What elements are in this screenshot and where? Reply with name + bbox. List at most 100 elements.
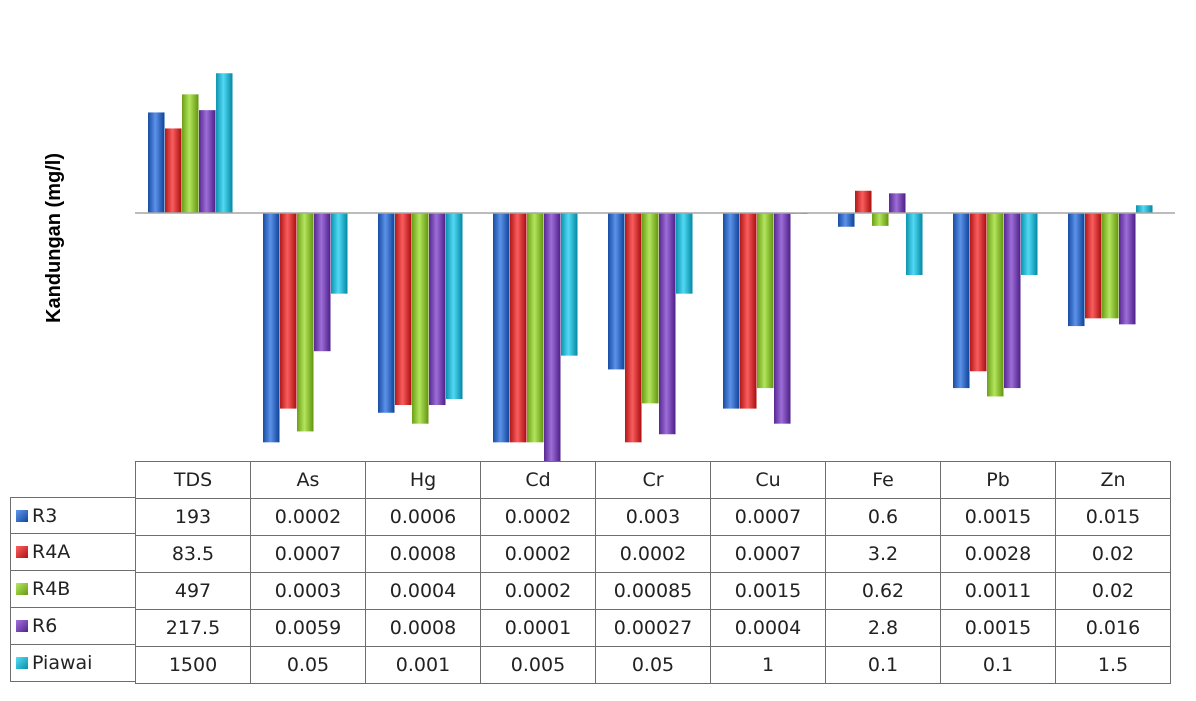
bar-r3-cu — [723, 213, 740, 409]
cell-r4b-cd: 0.0002 — [480, 572, 596, 610]
legend-label: R6 — [32, 615, 58, 637]
cell-r6-pb: 0.0015 — [940, 609, 1056, 647]
cell-r4b-cr: 0.00085 — [595, 572, 711, 610]
cell-r4b-pb: 0.0011 — [940, 572, 1056, 610]
legend-label: R4B — [32, 578, 71, 600]
bar-r3-fe — [838, 213, 855, 227]
bar-r4a-cd — [510, 213, 527, 443]
legend-label: R4A — [32, 541, 71, 563]
table-row-r4b: 497 0.0003 0.0004 0.0002 0.00085 0.0015 0.62 0.… — [135, 572, 1171, 610]
bar-r4a-cr — [625, 213, 642, 443]
bar-r6-cr — [659, 213, 676, 435]
bar-r3-pb — [953, 213, 970, 389]
bar-r6-tds — [199, 110, 216, 213]
legend-label: Piawai — [32, 652, 93, 674]
bar-piawai-as — [331, 213, 348, 294]
cell-r4b-zn: 0.02 — [1055, 572, 1171, 610]
bar-r4b-cu — [757, 213, 774, 389]
category-header-cu: Cu — [710, 461, 826, 499]
category-header-hg: Hg — [365, 461, 481, 499]
legend-swatch — [16, 546, 28, 558]
cell-r4b-cu: 0.0015 — [710, 572, 826, 610]
category-header-cr: Cr — [595, 461, 711, 499]
legend-entry-r3: R3 — [10, 497, 135, 534]
bar-r4b-zn — [1102, 213, 1119, 319]
bar-piawai-hg — [446, 213, 463, 399]
cell-piawai-hg: 0.001 — [365, 646, 481, 684]
cell-r6-cd: 0.0001 — [480, 609, 596, 647]
table-row-r3: 193 0.0002 0.0006 0.0002 0.003 0.0007 0.6 0.001… — [135, 498, 1171, 536]
bar-r4b-pb — [987, 213, 1004, 397]
category-header-pb: Pb — [940, 461, 1056, 499]
bar-group — [148, 73, 1153, 461]
cell-r3-pb: 0.0015 — [940, 498, 1056, 536]
bar-r4b-fe — [872, 213, 889, 226]
cell-piawai-pb: 0.1 — [940, 646, 1056, 684]
bar-r6-cd — [544, 213, 561, 461]
table-row-r6: 217.5 0.0059 0.0008 0.0001 0.00027 0.0004 2.8 0… — [135, 609, 1171, 647]
cell-piawai-as: 0.05 — [250, 646, 366, 684]
legend: R3 R4A R4B R6 Piawai — [10, 497, 135, 682]
cell-r6-tds: 217.5 — [135, 609, 251, 647]
bar-r4b-hg — [412, 213, 429, 424]
bar-r6-as — [314, 213, 331, 352]
bar-r6-zn — [1119, 213, 1136, 325]
cell-r3-zn: 0.015 — [1055, 498, 1171, 536]
cell-r6-cu: 0.0004 — [710, 609, 826, 647]
bar-r4a-fe — [855, 190, 872, 213]
bar-r4b-cd — [527, 213, 544, 443]
bar-r4a-tds — [165, 128, 182, 213]
category-header-tds: TDS — [135, 461, 251, 499]
cell-r6-zn: 0.016 — [1055, 609, 1171, 647]
cell-piawai-cr: 0.05 — [595, 646, 711, 684]
bar-r6-pb — [1004, 213, 1021, 389]
cell-r3-as: 0.0002 — [250, 498, 366, 536]
cell-piawai-zn: 1.5 — [1055, 646, 1171, 684]
cell-r4a-fe: 3.2 — [825, 535, 941, 573]
cell-piawai-cd: 0.005 — [480, 646, 596, 684]
cell-r3-cd: 0.0002 — [480, 498, 596, 536]
cell-r4a-pb: 0.0028 — [940, 535, 1056, 573]
legend-entry-r4a: R4A — [10, 534, 135, 571]
table-row-piawai: 1500 0.05 0.001 0.005 0.05 1 0.1 0.1 1.5 — [135, 646, 1171, 684]
legend-label: R3 — [32, 504, 58, 527]
cell-r4a-cd: 0.0002 — [480, 535, 596, 573]
bar-r3-zn — [1068, 213, 1085, 327]
bar-piawai-pb — [1021, 213, 1038, 275]
cell-r4b-hg: 0.0004 — [365, 572, 481, 610]
cell-r4a-cu: 0.0007 — [710, 535, 826, 573]
cell-r3-cr: 0.003 — [595, 498, 711, 536]
table-header-row: TDS As Hg Cd Cr Cu Fe Pb Zn — [135, 461, 1171, 499]
legend-swatch — [16, 620, 28, 632]
cell-r4a-as: 0.0007 — [250, 535, 366, 573]
legend-entry-r6: R6 — [10, 608, 135, 645]
category-header-zn: Zn — [1055, 461, 1171, 499]
bar-r4a-hg — [395, 213, 412, 406]
bar-r3-cd — [493, 213, 510, 443]
bar-r3-hg — [378, 213, 395, 413]
bar-r4a-cu — [740, 213, 757, 409]
bar-r4a-pb — [970, 213, 987, 372]
category-header-cd: Cd — [480, 461, 596, 499]
y-axis-label: Kandungan (mg/l) — [43, 153, 65, 323]
bar-piawai-fe — [906, 213, 923, 275]
legend-swatch — [16, 509, 28, 522]
legend-entry-piawai: Piawai — [10, 645, 135, 682]
cell-r3-hg: 0.0006 — [365, 498, 481, 536]
cell-r3-tds: 193 — [135, 498, 251, 536]
category-header-fe: Fe — [825, 461, 941, 499]
cell-piawai-fe: 0.1 — [825, 646, 941, 684]
bar-piawai-cr — [676, 213, 693, 294]
cell-r4a-hg: 0.0008 — [365, 535, 481, 573]
bar-r3-cr — [608, 213, 625, 370]
data-table: TDS As Hg Cd Cr Cu Fe Pb Zn 193 0.0002 0.0006 0.000… — [135, 461, 1171, 684]
legend-swatch — [16, 583, 28, 595]
bar-r4b-tds — [182, 94, 199, 213]
cell-r3-cu: 0.0007 — [710, 498, 826, 536]
cell-r6-hg: 0.0008 — [365, 609, 481, 647]
bar-r4a-zn — [1085, 213, 1102, 319]
bar-r6-hg — [429, 213, 446, 406]
category-header-as: As — [250, 461, 366, 499]
cell-r6-as: 0.0059 — [250, 609, 366, 647]
